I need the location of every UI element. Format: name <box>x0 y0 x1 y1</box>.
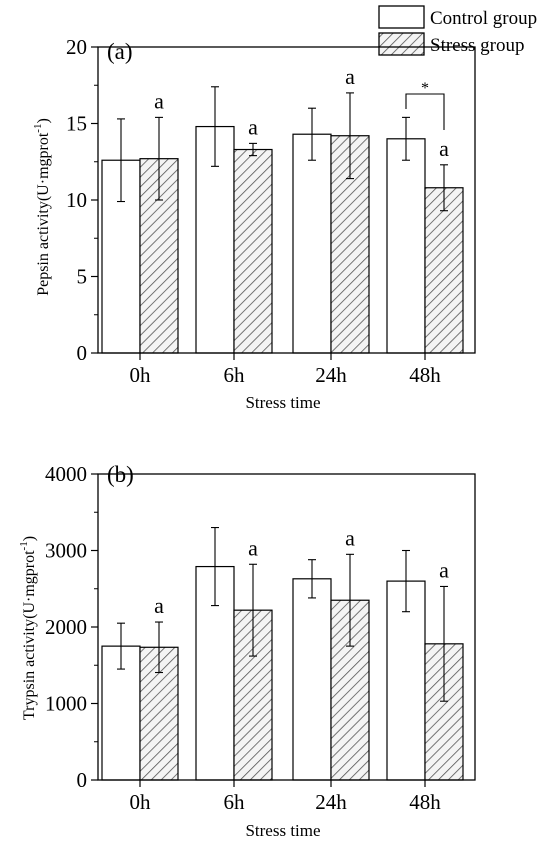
significance-label-6h: a <box>248 535 258 560</box>
legend-label-control: Control group <box>430 8 537 29</box>
x-axis-title-b: Stress time <box>245 821 320 840</box>
control-bar-48h <box>386 580 426 781</box>
x-tick-label-0h: 0h <box>130 790 152 814</box>
y-tick-label-4: 20 <box>66 35 87 59</box>
stress-bar-48h <box>424 187 464 354</box>
y-axis-title-a-end: ) <box>35 118 52 123</box>
y-tick-label-1: 5 <box>77 265 88 289</box>
comparison-bracket-48h <box>405 93 445 130</box>
y-tick-label-4: 4000 <box>45 462 87 486</box>
plot-frame <box>97 46 476 354</box>
significance-label-6h: a <box>248 114 258 139</box>
y-axis-title-a-sup: -1 <box>32 124 44 133</box>
x-tick-label-6h: 6h <box>224 790 246 814</box>
control-bar-24h <box>292 578 332 781</box>
y-axis-title-b-main: Trypsin activity(U·mgprot <box>21 550 38 720</box>
legend-swatch-control <box>378 5 425 29</box>
y-tick-label-0: 0 <box>77 341 88 365</box>
y-axis-title-a: Pepsin activity(U·mgprot-1) <box>32 118 52 296</box>
significance-label-48h: a <box>439 136 449 161</box>
significance-label-24h: a <box>345 525 355 550</box>
y-tick-label-2: 2000 <box>45 615 87 639</box>
x-tick-label-48h: 48h <box>409 790 441 814</box>
legend-swatch-stress <box>378 32 425 56</box>
x-tick-label-6h: 6h <box>224 363 246 387</box>
y-axis-title-b-sup: -1 <box>18 541 30 550</box>
chart-a-marks: 0 5 10 15 20 a 0h a 6h a 24h a 48h * <box>66 35 476 387</box>
panel-label-a: (a) <box>107 39 133 64</box>
x-tick-label-24h: 24h <box>315 363 347 387</box>
x-tick-label-48h: 48h <box>409 363 441 387</box>
y-tick-label-1: 1000 <box>45 692 87 716</box>
x-tick-label-24h: 24h <box>315 790 347 814</box>
comparison-star: * <box>421 80 429 97</box>
control-bar-48h <box>386 138 426 354</box>
stress-bar-6h <box>233 148 273 354</box>
x-axis-title-a: Stress time <box>245 393 320 412</box>
legend-label-stress: Stress group <box>430 35 524 56</box>
significance-label-24h: a <box>345 64 355 89</box>
y-tick-label-3: 15 <box>66 112 87 136</box>
chart-a: (a) Stress time Pepsin activity(U·mgprot… <box>32 35 476 412</box>
y-axis-title-a-main: Pepsin activity(U·mgprot <box>35 132 52 296</box>
chart-b-marks: 0 1000 2000 3000 4000 a 0h a 6h a 24h a 48h <box>45 462 476 814</box>
y-axis-title-b-end: ) <box>21 536 38 541</box>
x-tick-label-0h: 0h <box>130 363 152 387</box>
plot-frame <box>97 473 476 781</box>
control-bar-24h <box>292 133 332 354</box>
y-tick-label-0: 0 <box>77 768 88 792</box>
y-tick-label-2: 10 <box>66 188 87 212</box>
significance-label-0h: a <box>154 593 164 618</box>
significance-label-48h: a <box>439 557 449 582</box>
y-axis-title-b: Trypsin activity(U·mgprot-1) <box>18 536 38 720</box>
y-tick-label-3: 3000 <box>45 539 87 563</box>
significance-label-0h: a <box>154 88 164 113</box>
chart-b: (b) Stress time Trypsin activity(U·mgpro… <box>18 462 476 840</box>
legend: Control group Stress group <box>378 5 537 56</box>
